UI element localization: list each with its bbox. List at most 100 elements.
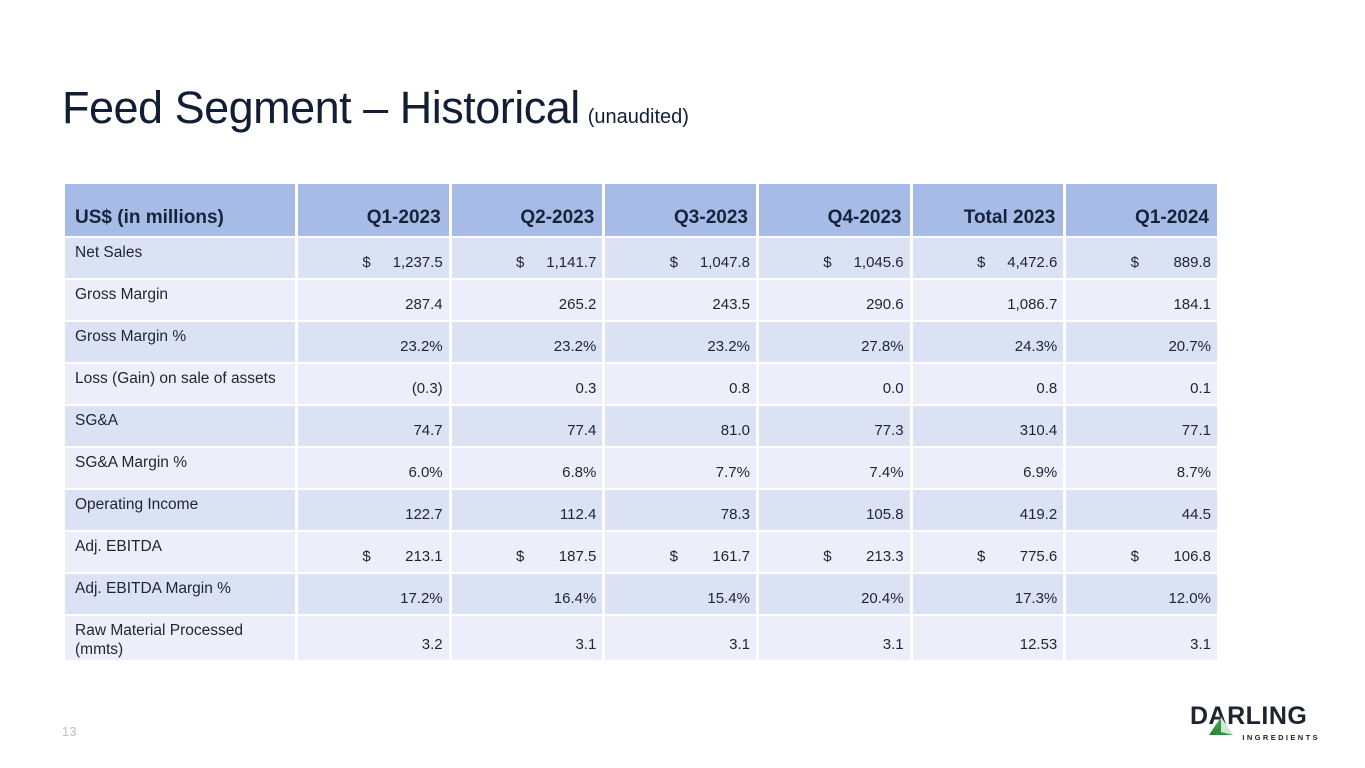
cell-value: $775.6 [912,532,1064,572]
cell-value: 20.4% [758,574,910,614]
cell-value: 0.0 [758,364,910,404]
currency-symbol: $ [515,254,525,271]
cell-value: 23.2% [451,322,603,362]
cell-value: $1,045.6 [758,238,910,278]
table-row: Net Sales $1,237.5 $1,141.7 $1,047.8 $1,045.… [65,238,1217,278]
cell-value: 6.0% [298,448,449,488]
column-header-total-2023: Total 2023 [912,184,1064,236]
cell-value: 17.2% [298,574,449,614]
cell-value: 15.4% [605,574,756,614]
page-number: 13 [62,724,77,739]
cell-value: $213.3 [758,532,910,572]
cell-number: 775.6 [1019,548,1058,565]
cell-value: 77.1 [1066,406,1217,446]
cell-number: 1,237.5 [392,254,443,271]
cell-value: 23.2% [298,322,449,362]
row-label: Adj. EBITDA Margin % [65,574,295,614]
cell-number: 187.5 [558,548,597,565]
cell-number: 1,045.6 [853,254,904,271]
cell-value: 44.5 [1066,490,1217,530]
cell-value: 77.3 [758,406,910,446]
cell-value: 265.2 [451,280,603,320]
table-row: SG&A Margin % 6.0% 6.8% 7.7% 7.4% 6.9% 8.7% [65,448,1217,488]
cell-value: 16.4% [451,574,603,614]
column-header-q3-2023: Q3-2023 [605,184,756,236]
cell-value: 287.4 [298,280,449,320]
row-label: Loss (Gain) on sale of assets [65,364,295,404]
financial-table-container: US$ (in millions) Q1-2023 Q2-2023 Q3-202… [62,182,1220,662]
logo-brand-text: DARLING [1190,702,1308,730]
table-row: Gross Margin % 23.2% 23.2% 23.2% 27.8% 24.3% 2… [65,322,1217,362]
cell-value: 112.4 [451,490,603,530]
cell-value: 310.4 [912,406,1064,446]
cell-value: $1,047.8 [605,238,756,278]
cell-value: 0.8 [605,364,756,404]
cell-value: $106.8 [1066,532,1217,572]
currency-symbol: $ [1130,254,1139,271]
cell-value: 12.53 [912,616,1064,660]
currency-symbol: $ [976,254,986,271]
table-row: Operating Income 122.7 112.4 78.3 105.8 419.2… [65,490,1217,530]
column-header-q2-2023: Q2-2023 [451,184,603,236]
cell-value: 7.7% [605,448,756,488]
header-row: US$ (in millions) Q1-2023 Q2-2023 Q3-202… [65,184,1217,236]
cell-value: $213.1 [298,532,449,572]
table-row: SG&A 74.7 77.4 81.0 77.3 310.4 77.1 [65,406,1217,446]
cell-value: 3.1 [605,616,756,660]
cell-value: 23.2% [605,322,756,362]
cell-value: 20.7% [1066,322,1217,362]
currency-symbol: $ [823,254,832,271]
cell-value: 3.1 [758,616,910,660]
currency-symbol: $ [823,548,832,565]
cell-value: 3.1 [1066,616,1217,660]
cell-value: 24.3% [912,322,1064,362]
table-row: Adj. EBITDA Margin % 17.2% 16.4% 15.4% 20.4%… [65,574,1217,614]
cell-value: 6.8% [451,448,603,488]
currency-symbol: $ [362,254,371,271]
row-label: Raw Material Processed (mmts) [65,616,295,660]
cell-value: 7.4% [758,448,910,488]
cell-value: 78.3 [605,490,756,530]
cell-value: 77.4 [451,406,603,446]
cell-value: 0.3 [451,364,603,404]
currency-symbol: $ [669,254,678,271]
cell-number: 889.8 [1173,254,1211,271]
cell-value: 3.1 [451,616,603,660]
row-label: SG&A [65,406,295,446]
column-header-q1-2024: Q1-2024 [1066,184,1217,236]
cell-value: $889.8 [1066,238,1217,278]
cell-number: 213.1 [405,548,443,565]
cell-value: 6.9% [912,448,1064,488]
cell-value: 122.7 [298,490,449,530]
cell-value: 184.1 [1066,280,1217,320]
currency-symbol: $ [1130,548,1139,565]
currency-symbol: $ [669,548,678,565]
cell-value: 419.2 [912,490,1064,530]
cell-number: 106.8 [1173,548,1211,565]
table-row: Adj. EBITDA $213.1 $187.5 $161.7 $213.3 $775.… [65,532,1217,572]
cell-value: 3.2 [298,616,449,660]
cell-value: $161.7 [605,532,756,572]
cell-value: $1,237.5 [298,238,449,278]
cell-number: 213.3 [866,548,904,565]
cell-value: 0.8 [912,364,1064,404]
logo-triangle-icon [1209,717,1233,735]
cell-number: 4,472.6 [1007,254,1058,271]
darling-logo: DARLING INGREDIENTS [1190,702,1320,742]
table-row: Gross Margin 287.4 265.2 243.5 290.6 1,086.7 1… [65,280,1217,320]
row-label: Gross Margin [65,280,295,320]
column-header-q1-2023: Q1-2023 [298,184,449,236]
slide-title-suffix: (unaudited) [587,106,689,128]
column-header-q4-2023: Q4-2023 [758,184,910,236]
currency-symbol: $ [362,548,371,565]
cell-value: 0.1 [1066,364,1217,404]
cell-value: 290.6 [758,280,910,320]
cell-value: $1,141.7 [451,238,603,278]
table-body: Net Sales $1,237.5 $1,141.7 $1,047.8 $1,045.… [65,238,1217,660]
cell-value: 17.3% [912,574,1064,614]
cell-value: 12.0% [1066,574,1217,614]
cell-value: $187.5 [451,532,603,572]
cell-value: 105.8 [758,490,910,530]
currency-symbol: $ [515,548,525,565]
